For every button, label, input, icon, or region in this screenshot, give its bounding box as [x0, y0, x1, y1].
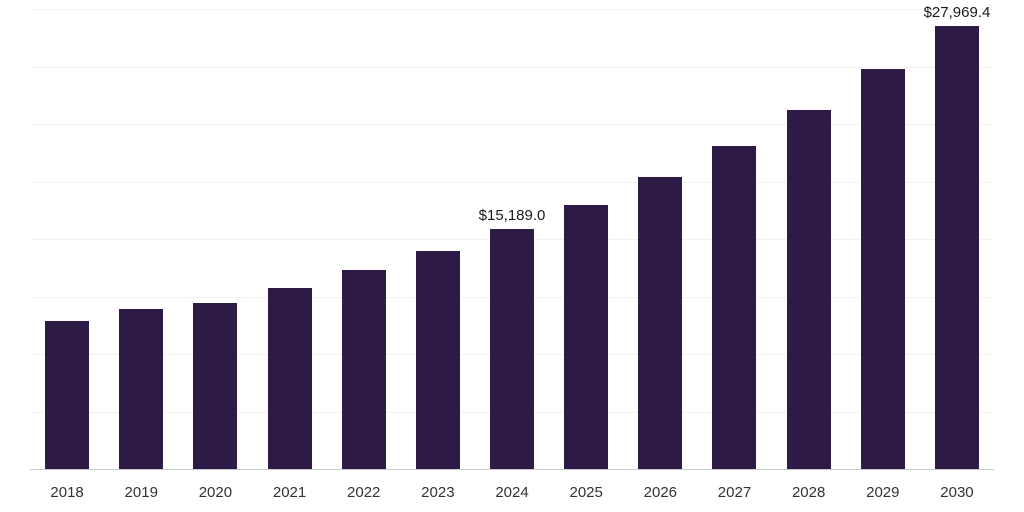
bar-group-2028 — [772, 10, 846, 470]
bar-group-2026 — [623, 10, 697, 470]
data-label-2030: $27,969.4 — [923, 4, 991, 22]
bar-2028 — [786, 109, 831, 470]
bar-group-2029 — [846, 10, 920, 470]
x-tick-2025: 2025 — [569, 484, 603, 501]
bar-group-2022 — [327, 10, 401, 470]
bar-group-2027 — [697, 10, 771, 470]
x-tick-2027: 2027 — [717, 484, 752, 501]
x-tick-2020: 2020 — [198, 484, 233, 501]
bar-2021 — [267, 288, 312, 470]
bar-2026 — [638, 177, 683, 470]
x-tick-2023: 2023 — [421, 484, 455, 501]
x-axis-labels: 2018 2019 2020 2021 2022 2023 2024 2025 2026 2027… — [30, 470, 994, 512]
bar-2018 — [45, 320, 90, 470]
gridline — [30, 181, 994, 183]
bar-2022 — [341, 270, 386, 470]
bar-group-2023 — [401, 10, 475, 470]
bar-group-2025 — [549, 10, 623, 470]
bar-2023 — [415, 251, 460, 470]
bar-2027 — [712, 145, 757, 470]
x-tick-2029: 2029 — [866, 484, 900, 501]
bar-group-2021 — [252, 10, 326, 470]
x-tick-2030: 2030 — [940, 484, 974, 501]
x-tick-2021: 2021 — [272, 484, 307, 501]
gridline — [30, 124, 994, 125]
x-tick-2026: 2026 — [643, 484, 678, 501]
bar-2019 — [119, 309, 164, 470]
x-tick-2018: 2018 — [50, 484, 84, 501]
x-tick-2019: 2019 — [124, 484, 158, 501]
bars-container: $15,189.0 $27,969.4 — [30, 4, 994, 470]
bar-group-2020 — [178, 10, 252, 470]
bar-group-2024: $15,189.0 — [475, 10, 549, 470]
bar-group-2018 — [30, 10, 104, 470]
bar-2030: $27,969.4 — [924, 4, 990, 470]
gridline — [30, 9, 994, 10]
data-label-2024: $15,189.0 — [478, 207, 546, 225]
bar-2029 — [860, 69, 905, 470]
x-axis-line — [30, 469, 994, 470]
gridline — [30, 66, 994, 68]
bar-2025 — [564, 205, 609, 470]
x-tick-2022: 2022 — [347, 484, 381, 501]
plot-area: $15,189.0 $27,969.4 — [30, 4, 994, 470]
bar-group-2019 — [104, 10, 178, 470]
x-tick-2028: 2028 — [791, 484, 826, 501]
bar-group-2030: $27,969.4 — [920, 4, 994, 470]
x-tick-2024: 2024 — [495, 484, 529, 501]
bar-2020 — [193, 302, 238, 470]
bar-2024: $15,189.0 — [479, 207, 545, 470]
